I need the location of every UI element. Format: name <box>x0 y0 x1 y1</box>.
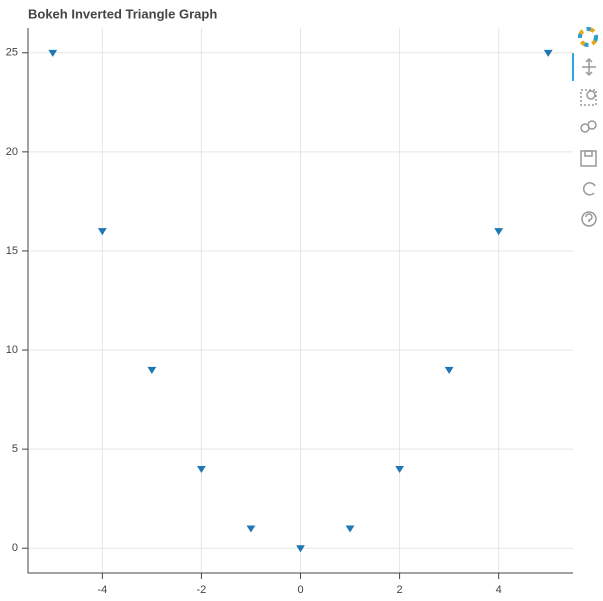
x-tick-label: 4 <box>496 584 502 596</box>
point <box>246 525 256 533</box>
toolbar <box>572 27 598 227</box>
point <box>197 466 206 474</box>
y-tick-label: 25 <box>6 47 18 59</box>
y-tick-label: 15 <box>6 245 18 257</box>
point <box>494 228 504 236</box>
wheel-zoom-tool[interactable] <box>580 120 597 133</box>
box-zoom-tool[interactable] <box>580 89 597 106</box>
point <box>147 366 157 374</box>
point <box>444 366 454 374</box>
point <box>97 228 107 236</box>
active-tool-indicator <box>572 53 574 81</box>
save-tool[interactable] <box>580 150 597 167</box>
y-tick-label: 0 <box>12 542 18 554</box>
point <box>345 525 355 533</box>
point <box>296 545 305 553</box>
x-tick-label: -2 <box>197 584 207 596</box>
x-tick-label: 0 <box>297 584 303 596</box>
x-tick-label: 2 <box>397 584 403 596</box>
y-tick-label: 20 <box>6 146 18 158</box>
y-tick-label: 5 <box>12 443 18 455</box>
y-tick-label: 10 <box>6 344 18 356</box>
point <box>48 49 58 57</box>
bokeh-logo[interactable] <box>578 27 598 47</box>
point <box>543 49 553 57</box>
reset-tool[interactable] <box>582 182 596 196</box>
point <box>395 466 404 474</box>
help-tool[interactable] <box>581 211 597 227</box>
x-tick-label: -4 <box>97 584 107 596</box>
chart-title: Bokeh Inverted Triangle Graph <box>28 6 217 21</box>
pan-tool[interactable] <box>582 57 596 77</box>
